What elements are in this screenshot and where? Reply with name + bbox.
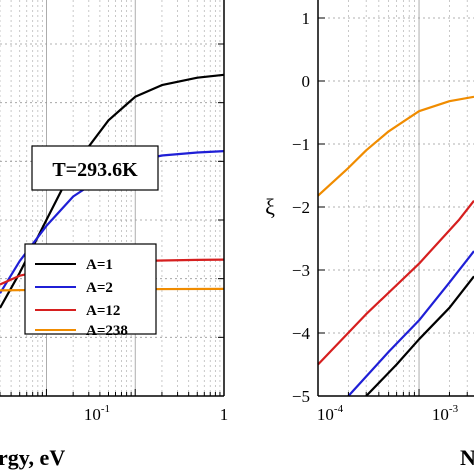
right-y-tick-label-0: 1	[302, 9, 311, 28]
left-x-tick-label-0: 10-1	[84, 403, 110, 424]
legend-label-a12: A=12	[86, 303, 120, 319]
right-y-axis-label: ξ	[265, 194, 275, 219]
right-series-line-2	[347, 250, 474, 397]
legend: A=1 A=2 A=12 A=238	[24, 243, 157, 339]
right-y-tick-label-6: −5	[292, 387, 310, 406]
right-y-tick-label-3: −2	[292, 198, 310, 217]
left-x-axis-label: rgy, eV	[0, 445, 65, 470]
right-series-line-1	[317, 200, 474, 366]
right-x-axis-label: N	[460, 445, 474, 470]
right-series-line-0	[317, 95, 474, 197]
legend-label-a1: A=1	[86, 257, 113, 273]
temperature-annotation: T=293.6K	[31, 145, 159, 191]
right-y-tick-label-1: 0	[302, 72, 311, 91]
left-x-tick-label-1: 1	[220, 405, 229, 424]
right-x-tick-label-0: 10-4	[317, 403, 344, 424]
right-chart-panel: 1 0 −1 −2 −3 −4 −5 ξ 10-4 10-3 N	[265, 0, 474, 470]
legend-label-a2: A=2	[86, 280, 113, 296]
right-x-tick-label-1: 10-3	[432, 403, 459, 424]
right-series-line-3	[365, 275, 474, 397]
legend-box	[24, 243, 157, 335]
right-series-lines	[317, 95, 474, 397]
right-y-tick-label-5: −4	[292, 324, 311, 343]
left-chart-panel: T=293.6K A=1 A=2 A=12 A=238 10-1 1 rgy, …	[0, 0, 228, 470]
right-y-tick-labels: 1 0 −1 −2 −3 −4 −5	[292, 9, 311, 406]
right-y-tick-label-2: −1	[292, 135, 310, 154]
right-y-tick-label-4: −3	[292, 261, 310, 280]
legend-label-a238: A=238	[86, 323, 128, 339]
temperature-box	[31, 145, 159, 191]
temperature-label: T=293.6K	[52, 159, 138, 181]
